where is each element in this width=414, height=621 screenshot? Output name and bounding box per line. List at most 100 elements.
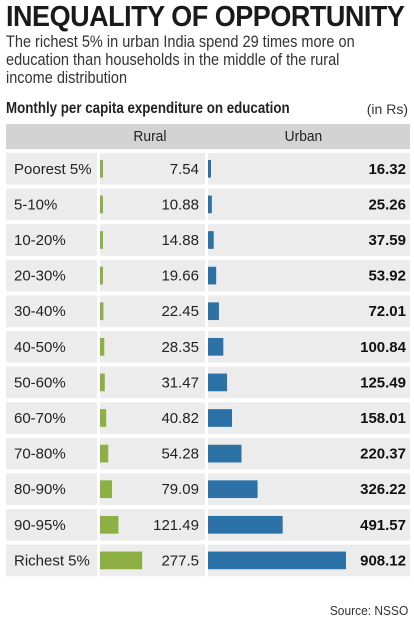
category-label: 20-30% [14, 268, 66, 285]
urban-cell [208, 153, 410, 185]
urban-bar [208, 195, 212, 214]
category-label: Poorest 5% [14, 161, 92, 178]
urban-cell [208, 331, 410, 363]
urban-cell [208, 224, 410, 256]
urban-bar [208, 231, 214, 249]
chart-subtitle: The richest 5% in urban India spend 29 t… [6, 33, 355, 87]
rural-cell [100, 188, 205, 221]
category-label: 10-20% [14, 232, 66, 249]
row-label-cell [6, 509, 97, 541]
rural-value-label: 121.49 [153, 517, 199, 534]
row-label-cell [6, 473, 97, 505]
category-label: 90-95% [14, 517, 66, 534]
rural-value-label: 28.35 [161, 339, 199, 356]
rural-value-label: 40.82 [161, 410, 199, 427]
rural-cell [100, 473, 205, 505]
rural-cell [100, 331, 205, 363]
rural-cell [100, 295, 205, 327]
category-label: 70-80% [14, 446, 66, 463]
rural-value-label: 22.45 [161, 303, 199, 320]
urban-value-label: 25.26 [368, 196, 406, 213]
urban-cell [208, 402, 410, 434]
row-label-cell [6, 188, 97, 221]
category-label: 80-90% [14, 481, 66, 498]
urban-cell [208, 188, 410, 221]
row-label-cell [6, 437, 97, 470]
urban-column-header: Urban [284, 128, 323, 145]
rural-value-label: 54.28 [161, 446, 199, 463]
rural-bar [100, 480, 113, 499]
rural-bar [100, 266, 103, 285]
urban-cell [208, 295, 410, 327]
rural-cell [100, 366, 205, 399]
urban-value-label: 16.32 [368, 161, 406, 178]
rural-value-label: 10.88 [161, 196, 199, 213]
rural-bar [100, 551, 143, 570]
rural-value-label: 19.66 [161, 268, 199, 285]
urban-value-label: 158.01 [360, 410, 406, 427]
row-label-cell [6, 366, 97, 399]
rural-bar [100, 195, 103, 214]
rural-bar [100, 373, 105, 392]
rural-bar [100, 409, 107, 427]
row-label-cell [6, 259, 97, 292]
chart-title: INEQUALITY OF OPPORTUNITY [6, 1, 405, 33]
urban-bar [208, 480, 258, 499]
urban-value-label: 100.84 [360, 339, 407, 356]
rural-bar [100, 302, 104, 321]
rural-value-label: 7.54 [170, 161, 199, 178]
urban-value-label: 72.01 [368, 303, 406, 320]
category-label: Richest 5% [14, 552, 90, 569]
urban-value-label: 326.22 [360, 481, 406, 498]
urban-cell [208, 259, 410, 292]
urban-bar [208, 515, 283, 534]
measure-label: Monthly per capita expenditure on educat… [6, 100, 290, 117]
urban-cell [208, 366, 410, 399]
category-label: 30-40% [14, 303, 66, 320]
rural-bar [100, 515, 119, 534]
unit-label: (in Rs) [366, 101, 408, 117]
urban-value-label: 491.57 [360, 517, 406, 534]
urban-bar [208, 551, 346, 570]
row-label-cell [6, 153, 97, 185]
row-label-cell [6, 295, 97, 327]
rural-value-label: 277.5 [161, 552, 199, 569]
urban-bar [208, 337, 224, 356]
urban-bar [208, 373, 228, 392]
rural-value-label: 79.09 [161, 481, 199, 498]
rural-bar [100, 159, 103, 178]
rural-value-label: 31.47 [161, 374, 199, 391]
urban-value-label: 53.92 [368, 268, 406, 285]
source-note: Source: NSSO [329, 603, 408, 618]
rural-column-header: Rural [133, 128, 167, 145]
row-label-cell [6, 402, 97, 434]
category-label: 5-10% [14, 196, 57, 213]
rural-cell [100, 259, 205, 292]
rural-cell [100, 153, 205, 185]
urban-bar [208, 409, 233, 427]
urban-bar [208, 302, 219, 321]
rural-bar [100, 337, 105, 356]
urban-cell [208, 437, 410, 470]
row-label-cell [6, 224, 97, 256]
rural-bar [100, 444, 109, 463]
category-label: 40-50% [14, 339, 66, 356]
urban-bar [208, 159, 211, 178]
category-label: 60-70% [14, 410, 66, 427]
rural-value-label: 14.88 [161, 232, 199, 249]
category-label: 50-60% [14, 374, 66, 391]
urban-value-label: 37.59 [368, 232, 406, 249]
row-label-cell [6, 331, 97, 363]
urban-value-label: 125.49 [360, 374, 406, 391]
rural-cell [100, 402, 205, 434]
rural-bar [100, 231, 103, 249]
urban-bar [208, 266, 217, 285]
rural-cell [100, 224, 205, 256]
row-label-cell [6, 544, 97, 577]
column-header-bar [6, 124, 410, 149]
urban-value-label: 908.12 [360, 552, 406, 569]
rural-cell [100, 437, 205, 470]
urban-value-label: 220.37 [360, 446, 406, 463]
urban-bar [208, 444, 242, 463]
